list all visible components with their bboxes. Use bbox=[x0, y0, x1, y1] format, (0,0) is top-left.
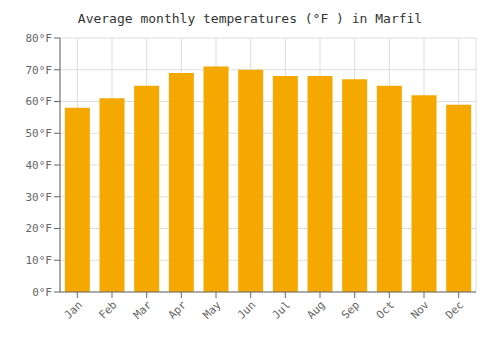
svg-text:40°F: 40°F bbox=[26, 159, 53, 172]
svg-text:20°F: 20°F bbox=[26, 222, 53, 235]
svg-text:Dec: Dec bbox=[443, 298, 466, 321]
svg-text:May: May bbox=[200, 298, 224, 322]
svg-text:Jun: Jun bbox=[235, 298, 258, 321]
svg-text:30°F: 30°F bbox=[26, 191, 53, 204]
svg-text:80°F: 80°F bbox=[26, 32, 53, 45]
svg-text:Jul: Jul bbox=[270, 298, 293, 321]
svg-text:Oct: Oct bbox=[374, 298, 397, 321]
svg-text:70°F: 70°F bbox=[26, 64, 53, 77]
svg-text:50°F: 50°F bbox=[26, 127, 53, 140]
svg-text:Mar: Mar bbox=[131, 298, 155, 322]
svg-text:Aug: Aug bbox=[304, 298, 327, 321]
svg-text:Sep: Sep bbox=[339, 298, 362, 321]
html-text:Average monthly temperatures (: Average monthly temperatures (°F ) in Ma… bbox=[77, 11, 423, 26]
svg-text:10°F: 10°F bbox=[26, 254, 53, 267]
svg-text:Jan: Jan bbox=[62, 298, 85, 321]
svg-text:Feb: Feb bbox=[96, 298, 119, 321]
svg-text:Apr: Apr bbox=[166, 298, 190, 322]
svg-text:0°F: 0°F bbox=[32, 286, 52, 299]
svg-text:Nov: Nov bbox=[408, 298, 432, 322]
svg-text:60°F: 60°F bbox=[26, 95, 53, 108]
